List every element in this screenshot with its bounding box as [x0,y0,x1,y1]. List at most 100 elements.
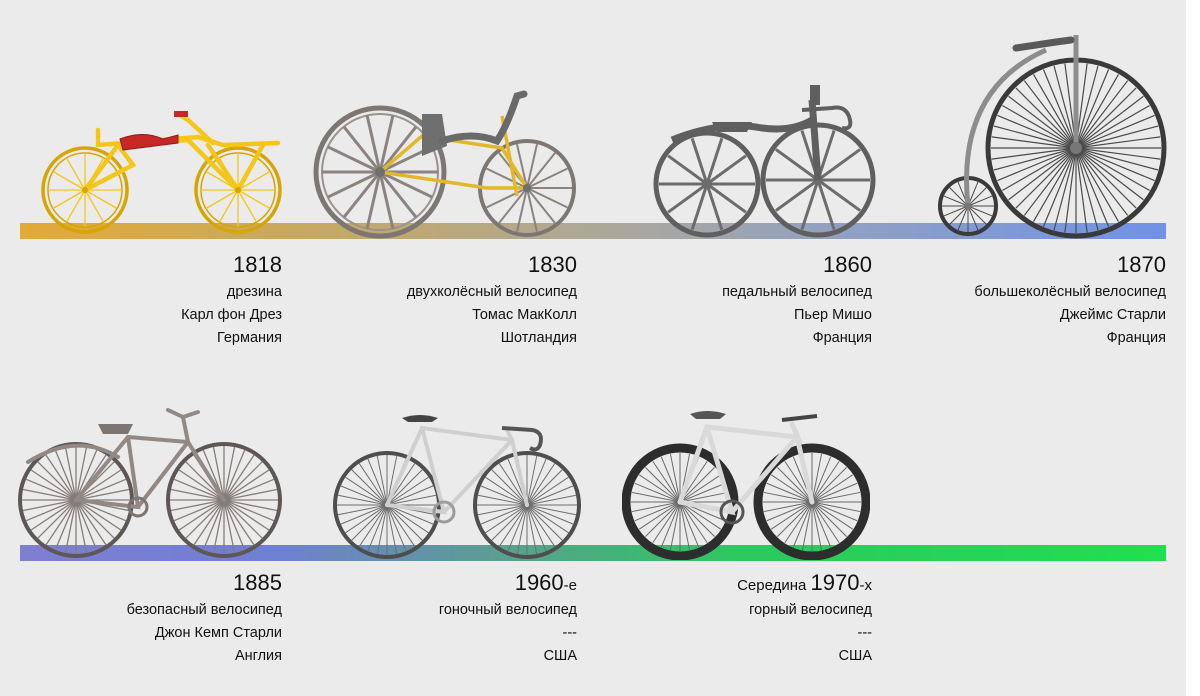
wheel-spoke [65,157,86,191]
wheel-spoke [1075,147,1144,201]
wheel-spoke [1053,65,1077,149]
wheel-spoke [378,171,395,229]
mountain-bike-icon [622,411,870,560]
wheel-spoke [218,189,239,223]
wheel-spoke [22,499,77,512]
wheel-spoke [770,501,813,530]
wheel-spoke [75,499,107,546]
wheel-spoke [967,205,987,225]
wheel-spoke [52,170,86,191]
wheel-spoke [367,504,388,552]
wheel-spoke [22,488,77,501]
wheel-spoke [811,460,840,503]
wheel-spoke [638,474,681,503]
wheel-spoke [516,143,528,189]
wheel-spoke [631,501,681,513]
country-name: Германия [216,330,282,346]
year-label: 1860 [823,252,872,277]
wheel-spoke [223,449,246,501]
wheel-spoke [526,458,547,506]
wheel-spoke [386,504,434,525]
wheel-spoke [679,491,729,503]
wheel-spoke [223,499,278,512]
wheel-spoke [1075,147,1161,160]
wheel-spoke [75,469,122,501]
wheel-spoke [223,499,275,522]
wheel-spoke [386,494,437,506]
wheel-spoke [342,171,382,219]
wheel-spoke [811,453,823,503]
wheel-spoke [766,501,813,522]
wheel-spoke [37,461,77,501]
wheel-spoke [75,499,98,551]
wheel-spoke [1053,147,1077,231]
bike-type: горный велосипед [749,602,872,618]
wheel-spoke [705,183,724,231]
wheel-spoke [817,148,861,182]
wheel-spoke [705,137,724,185]
wheel-spoke [178,499,225,531]
road-bike-icon [333,415,581,559]
wheel-spoke [491,469,528,506]
wheel-spoke [526,167,568,189]
country-name: Франция [812,330,872,346]
wheel-spoke [631,491,681,503]
wheel-spoke [667,154,708,186]
wheel-spoke [64,499,77,554]
wheel-spoke [660,456,681,503]
wheel-spoke [516,504,528,555]
wheel-spoke [84,189,105,223]
bike-type: двухколёсный велосипед [406,284,577,300]
draisine-icon [41,111,282,234]
wheel-spoke [75,499,122,531]
wheel-spoke [1015,147,1077,209]
wheel-spoke [185,499,225,539]
wheel-spoke [75,499,115,539]
wheel-spoke [342,125,382,173]
wheel-spoke [766,482,813,503]
wheel-spoke [223,499,263,539]
wheel-spoke [667,182,708,214]
wheel-spoke [486,167,528,189]
country-name: США [838,648,872,664]
wheel-spoke [327,170,381,199]
wheel-spoke [486,187,528,209]
wheel-spoke [223,461,263,501]
wheel-spoke [811,456,832,503]
wheel-spoke [957,205,969,231]
inventor-name: Джеймс Старли [1059,307,1166,323]
wheel-spoke [652,460,681,503]
wheel-spoke [967,205,979,231]
wheel-spoke [340,504,388,525]
wheel-spoke [1075,147,1120,222]
wheel-spoke [816,179,836,230]
country-name: Англия [234,648,282,664]
bike-type: гоночный велосипед [438,602,577,618]
wheel-spoke [386,485,434,506]
wheel-spoke [223,446,236,501]
wheel-spoke [345,504,388,534]
wheel-spoke [223,469,270,501]
wheel-spoke [237,189,258,223]
wheel-spoke [54,449,77,501]
wheel-spoke [54,499,77,551]
wheel-spoke [185,461,225,501]
timeline-band-bottom [20,545,1166,561]
event-card-1885: 1885 безопасный велосипед Джон Кемп Стар… [127,570,282,668]
wheel-spoke [669,501,681,551]
wheel-spoke [763,491,813,503]
wheel-spoke [1002,104,1077,149]
wheel-spoke [75,499,88,554]
wheel-spoke [205,189,239,210]
event-card-1960s: 1960-е гоночный велосипед --- США [439,570,577,668]
wheel-spoke [64,446,77,501]
wheel-spoke [526,504,556,547]
wheel-spoke [526,469,563,506]
inventor-name: --- [562,625,578,641]
country-name: Шотландия [500,330,577,346]
wheel-spoke [949,187,969,207]
wheel-spoke [660,501,681,548]
wheel-spoke [801,501,813,551]
wheel-spoke [1075,65,1099,149]
wheel-spoke [178,469,225,501]
